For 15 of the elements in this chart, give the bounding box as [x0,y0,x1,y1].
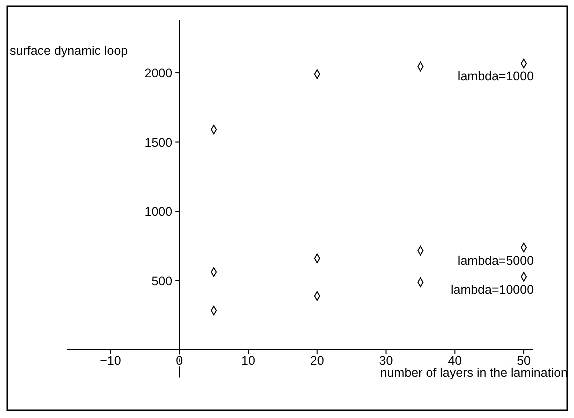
x-tick-label: 30 [379,354,394,368]
series-label: lambda=10000 [450,283,534,298]
y-tick-label: 1000 [144,205,173,220]
y-axis-title: surface dynamic loop [10,44,128,58]
x-tick-label: 20 [310,354,324,368]
x-tick-label: 50 [517,354,532,368]
y-tick-label: 500 [152,274,173,288]
series-label: lambda=1000 [458,70,534,84]
x-axis-title: number of layers in the lamination [380,366,568,380]
x-tick-label: 40 [448,354,462,368]
y-tick-label: 1500 [144,136,173,150]
series-label: lambda=5000 [458,254,534,268]
x-tick-label: 10 [242,354,256,368]
x-tick-label: −10 [100,354,122,368]
y-tick-label: 2000 [144,66,173,81]
